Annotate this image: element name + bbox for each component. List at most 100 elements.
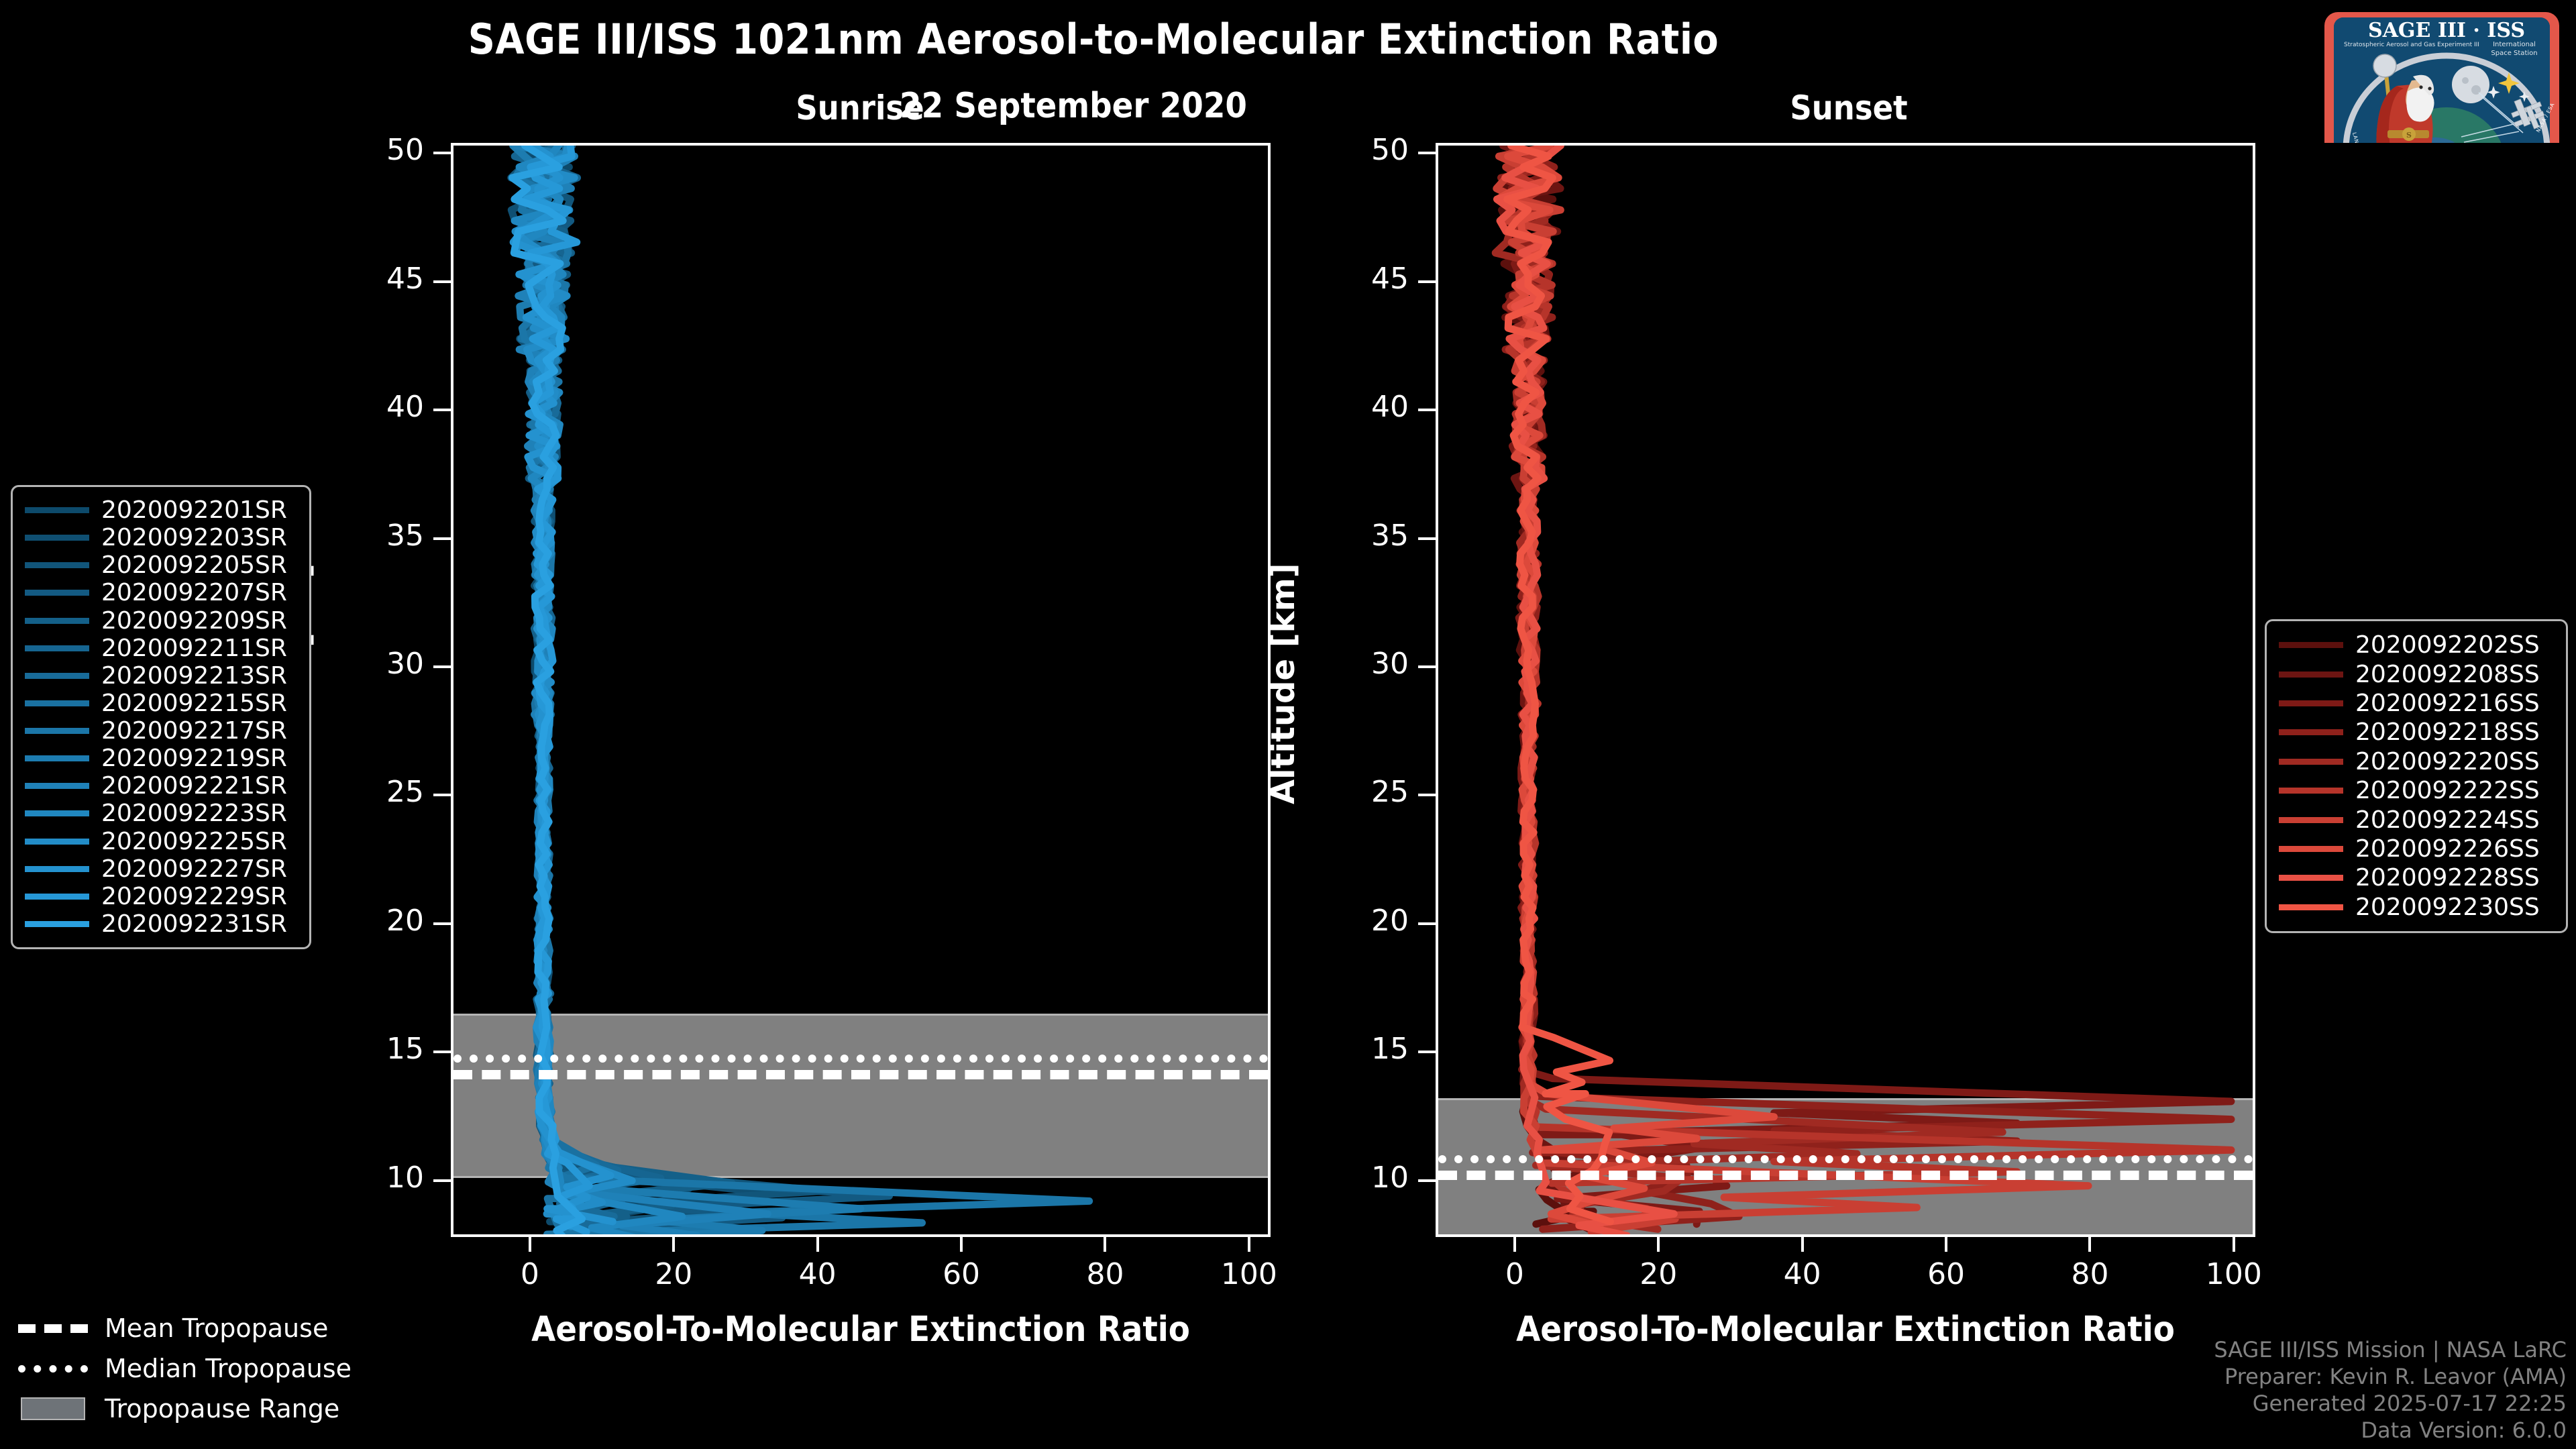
legend-color-swatch bbox=[25, 865, 89, 872]
credits-line-1: SAGE III/ISS Mission | NASA LaRC bbox=[2214, 1337, 2567, 1362]
legend-item[interactable]: 2020092219SR bbox=[13, 745, 309, 772]
y-tick-label: 15 bbox=[1371, 1032, 1409, 1067]
legend-sunset[interactable]: 2020092202SS 2020092208SS 2020092216SS 2020… bbox=[2265, 619, 2568, 933]
legend-color-swatch bbox=[2279, 700, 2343, 706]
y-tick bbox=[1418, 1051, 1436, 1054]
y-tick bbox=[433, 794, 451, 797]
x-tick-label: 80 bbox=[1086, 1257, 1124, 1291]
legend-color-swatch bbox=[25, 672, 89, 679]
legend-item[interactable]: 2020092215SR bbox=[13, 690, 309, 717]
legend-item[interactable]: 2020092225SR bbox=[13, 828, 309, 855]
tropopause-legend-swatch bbox=[16, 1358, 90, 1379]
x-tick-label: 40 bbox=[1783, 1257, 1821, 1291]
legend-item[interactable]: 2020092231SR bbox=[13, 910, 309, 938]
x-tick bbox=[2232, 1237, 2235, 1252]
legend-color-swatch bbox=[25, 535, 89, 541]
tropopause-legend-label: Mean Tropopause bbox=[105, 1313, 329, 1343]
legend-item[interactable]: 2020092205SR bbox=[13, 551, 309, 579]
series-group bbox=[1491, 146, 2235, 1234]
legend-color-swatch bbox=[25, 838, 89, 845]
legend-item[interactable]: 2020092229SR bbox=[13, 882, 309, 910]
legend-item[interactable]: 2020092226SS bbox=[2267, 835, 2566, 863]
x-tick bbox=[1513, 1237, 1516, 1252]
legend-item[interactable]: 2020092209SR bbox=[13, 607, 309, 635]
logo-title: SAGE III · ISS bbox=[2368, 19, 2525, 42]
y-tick bbox=[433, 280, 451, 283]
series-line bbox=[1502, 146, 2235, 1226]
legend-item[interactable]: 2020092216SS bbox=[2267, 690, 2566, 717]
legend-item[interactable]: 2020092224SS bbox=[2267, 806, 2566, 834]
credits-block: SAGE III/ISS Mission | NASA LaRC Prepare… bbox=[2214, 1336, 2567, 1444]
legend-item[interactable]: 2020092211SR bbox=[13, 635, 309, 662]
legend-item-label: 2020092229SR bbox=[101, 882, 287, 910]
plot-area-sunrise[interactable] bbox=[451, 143, 1271, 1237]
legend-color-swatch bbox=[2279, 816, 2343, 823]
x-tick bbox=[1945, 1237, 1948, 1252]
tropopause-legend-label: Median Tropopause bbox=[105, 1354, 352, 1383]
legend-item-label: 2020092227SR bbox=[101, 855, 287, 883]
legend-item-label: 2020092213SR bbox=[101, 661, 287, 690]
legend-item[interactable]: 2020092218SS bbox=[2267, 718, 2566, 746]
legend-sunrise[interactable]: 2020092201SR 2020092203SR 2020092205SR 2020… bbox=[11, 485, 311, 949]
y-tick bbox=[433, 1051, 451, 1054]
legend-item[interactable]: 2020092230SS bbox=[2267, 893, 2566, 921]
x-tick-label: 100 bbox=[1220, 1257, 1277, 1291]
y-tick bbox=[433, 665, 451, 669]
legend-item-label: 2020092217SR bbox=[101, 717, 287, 745]
legend-color-swatch bbox=[2279, 845, 2343, 852]
y-axis-label-sunset: Altitude [km] bbox=[1265, 562, 1302, 804]
plot-area-sunset[interactable] bbox=[1436, 143, 2255, 1237]
y-tick bbox=[1418, 665, 1436, 669]
swatch-dotted bbox=[18, 1364, 88, 1373]
legend-color-swatch bbox=[2279, 671, 2343, 678]
legend-item-label: 2020092226SS bbox=[2355, 835, 2540, 863]
y-tick-label: 10 bbox=[1371, 1160, 1409, 1195]
x-tick bbox=[1801, 1237, 1804, 1252]
y-tick-label: 45 bbox=[386, 261, 424, 296]
y-tick bbox=[1418, 409, 1436, 412]
legend-item[interactable]: 2020092220SS bbox=[2267, 748, 2566, 775]
y-tick-label: 25 bbox=[386, 775, 424, 810]
legend-item[interactable]: 2020092208SS bbox=[2267, 661, 2566, 688]
series-line bbox=[518, 146, 894, 1233]
legend-item[interactable]: 2020092217SR bbox=[13, 717, 309, 745]
legend-color-swatch bbox=[2279, 788, 2343, 794]
y-tick-label: 25 bbox=[1371, 775, 1409, 810]
y-tick-label: 35 bbox=[1371, 518, 1409, 553]
y-tick bbox=[433, 1179, 451, 1182]
median-tropopause-line bbox=[453, 1055, 1268, 1063]
swatch-band bbox=[21, 1397, 85, 1420]
x-tick-label: 60 bbox=[1927, 1257, 1966, 1291]
legend-item[interactable]: 2020092222SS bbox=[2267, 777, 2566, 804]
y-tick bbox=[433, 409, 451, 412]
y-tick bbox=[433, 152, 451, 155]
svg-text:S: S bbox=[2406, 131, 2412, 140]
sage-iii-iss-logo: S NASA / ESA LANGLEY RESEARCH SAGE III ·… bbox=[2318, 5, 2566, 150]
tropopause-legend-item: Mean Tropopause bbox=[16, 1308, 378, 1348]
y-tick-label: 40 bbox=[1371, 390, 1409, 425]
legend-color-swatch bbox=[2279, 729, 2343, 736]
legend-item[interactable]: 2020092213SR bbox=[13, 661, 309, 690]
legend-item[interactable]: 2020092228SS bbox=[2267, 864, 2566, 892]
legend-item[interactable]: 2020092223SR bbox=[13, 800, 309, 827]
y-tick-label: 40 bbox=[386, 390, 424, 425]
credits-line-2: Preparer: Kevin R. Leavor (AMA) bbox=[2224, 1364, 2567, 1389]
legend-item[interactable]: 2020092207SR bbox=[13, 579, 309, 606]
x-tick bbox=[1247, 1237, 1250, 1252]
x-tick bbox=[1657, 1237, 1660, 1252]
y-tick bbox=[1418, 1179, 1436, 1182]
legend-item[interactable]: 2020092202SS bbox=[2267, 631, 2566, 659]
y-tick-label: 30 bbox=[386, 647, 424, 682]
legend-item[interactable]: 2020092221SR bbox=[13, 772, 309, 800]
y-tick bbox=[433, 922, 451, 925]
series-group bbox=[507, 146, 1093, 1234]
legend-item[interactable]: 2020092203SR bbox=[13, 524, 309, 551]
x-tick-label: 40 bbox=[798, 1257, 837, 1291]
swatch-dashed bbox=[18, 1324, 88, 1333]
logo-subtitle-left: Stratospheric Aerosol and Gas Experiment… bbox=[2344, 42, 2479, 48]
legend-color-swatch bbox=[2279, 758, 2343, 765]
legend-item[interactable]: 2020092201SR bbox=[13, 496, 309, 524]
legend-item[interactable]: 2020092227SR bbox=[13, 855, 309, 883]
legend-item-label: 2020092230SS bbox=[2355, 893, 2540, 921]
series-line bbox=[1503, 146, 1614, 1226]
